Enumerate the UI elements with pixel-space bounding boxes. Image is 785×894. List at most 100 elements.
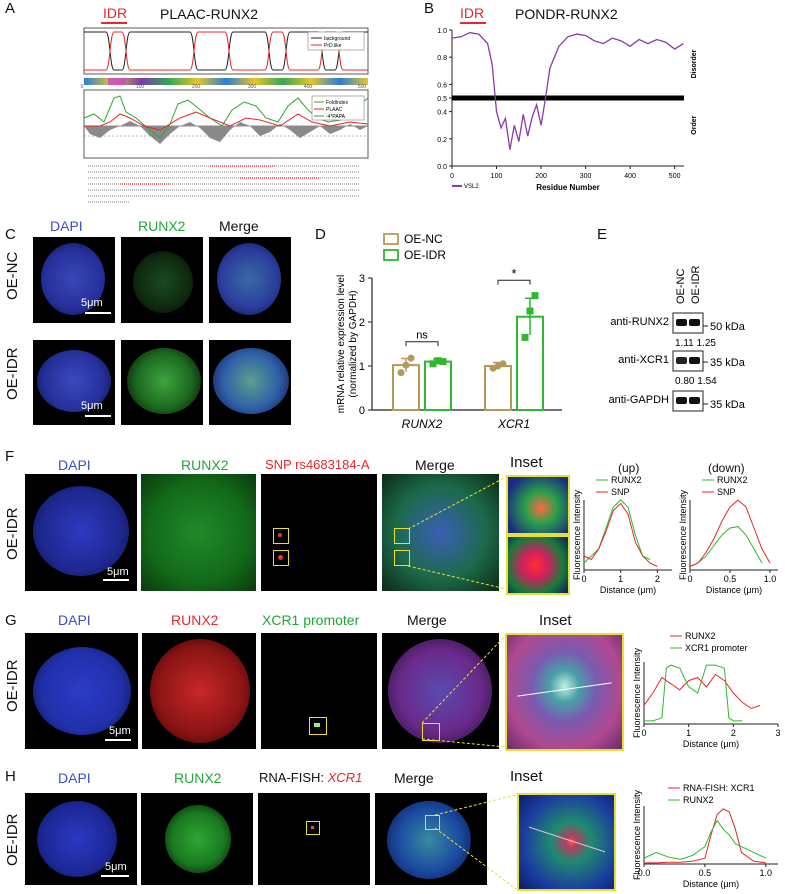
panel-h-letter: H bbox=[5, 768, 16, 785]
pondr-xtick-label: 100 bbox=[491, 173, 503, 180]
profile-legend-label: SNP bbox=[611, 487, 630, 497]
h-col-inset: Inset bbox=[510, 768, 543, 785]
e-row-xcr1-ab: anti-XCR1 bbox=[618, 354, 669, 366]
h-col-dapi: DAPI bbox=[58, 770, 91, 786]
g-col-inset: Inset bbox=[539, 612, 572, 629]
f-snp-image bbox=[261, 474, 377, 591]
f-col-runx2: RUNX2 bbox=[181, 457, 229, 473]
h-scale-label: 5μm bbox=[105, 861, 127, 873]
c-col-runx2: RUNX2 bbox=[138, 218, 186, 234]
e-val-runx2: 1.11 1.25 bbox=[675, 338, 716, 349]
panel-a-letter: A bbox=[5, 0, 16, 17]
pondr-xtick-label: 300 bbox=[580, 173, 592, 180]
f-dapi-image: 5μm bbox=[25, 474, 137, 591]
profile-series-line bbox=[643, 673, 761, 710]
plaac-xtick: 0 bbox=[81, 84, 84, 90]
profile-x-title: Distance (μm) bbox=[683, 879, 739, 889]
panel-a-title: PLAAC-RUNX2 bbox=[160, 6, 259, 22]
profile-xtick-label: 2 bbox=[731, 728, 736, 738]
profile-legend-label: SNP bbox=[717, 487, 736, 497]
pondr-ytick-label: 0.4 bbox=[437, 110, 447, 117]
pondr-disorder-label: Disorder bbox=[691, 49, 698, 78]
profile-series-line bbox=[644, 664, 743, 722]
h-dapi-image: 5μm bbox=[25, 793, 137, 885]
g-profile-chart: 0 1 2 3 Distance (μm) Fluorescence Intensity R… bbox=[632, 631, 781, 749]
c-col-dapi: DAPI bbox=[50, 218, 83, 234]
panel-f-letter: F bbox=[5, 448, 15, 465]
bar-data-point bbox=[526, 307, 534, 315]
bar-data-point bbox=[499, 360, 507, 368]
pondr-xtick-label: 500 bbox=[669, 173, 681, 180]
pondr-ytick-label: 0.6 bbox=[437, 82, 447, 89]
bar-ytick-label: 1 bbox=[359, 361, 365, 373]
e-kda-gapdh: 35 kDa bbox=[710, 399, 746, 411]
panel-e-letter: E bbox=[597, 226, 608, 243]
profile-legend-label: RUNX2 bbox=[683, 795, 714, 805]
bar-ytick-label: 3 bbox=[359, 273, 365, 285]
bar-legend-swatch bbox=[383, 249, 399, 261]
profile-x-title: Distance (μm) bbox=[706, 585, 762, 595]
bar-data-point bbox=[434, 357, 442, 365]
bar-data-point bbox=[439, 358, 447, 366]
bar-data-point bbox=[407, 354, 415, 362]
panel-b-title: PONDR-RUNX2 bbox=[515, 6, 618, 22]
c-scale-bar bbox=[85, 312, 111, 314]
g-col-xcr1: XCR1 promoter bbox=[262, 612, 360, 628]
f-col-dapi: DAPI bbox=[58, 457, 91, 473]
profile-y-title: Fluorescence Intensity bbox=[678, 489, 688, 580]
f-row-label: OE-IDR bbox=[4, 507, 21, 561]
e-blot-gapdh bbox=[672, 390, 704, 412]
bar-ytick-label: 2 bbox=[359, 317, 365, 329]
c-nc-runx2-image bbox=[121, 237, 203, 323]
panel-a-idr-bar bbox=[101, 22, 127, 24]
f-col-merge: Merge bbox=[415, 457, 455, 473]
panel-b-idr-label: IDR bbox=[460, 5, 485, 21]
f-scale-bar bbox=[103, 579, 129, 581]
pondr-xtick-label: 400 bbox=[624, 173, 636, 180]
h-merge-image bbox=[375, 793, 487, 885]
plaac-legend-prdlike: PrD.like bbox=[324, 43, 342, 49]
g-dapi-image: 5μm bbox=[25, 633, 138, 749]
c-row-oe-nc: OE-NC bbox=[4, 251, 21, 300]
c-scale-bar bbox=[85, 415, 111, 417]
g-merge-image bbox=[382, 633, 499, 749]
bar-category-label: RUNX2 bbox=[402, 417, 443, 431]
bar-mark bbox=[484, 365, 512, 411]
f-inset-callout-lines bbox=[407, 476, 507, 590]
profile-series-line bbox=[644, 808, 766, 864]
plaac-legend-papa: -4*PAPA bbox=[326, 114, 346, 120]
c-scale-label: 5μm bbox=[81, 400, 103, 412]
h-col-runx2: RUNX2 bbox=[174, 770, 222, 786]
c-row-oe-idr: OE-IDR bbox=[4, 347, 21, 401]
bar-legend-label: OE-NC bbox=[404, 232, 443, 246]
f-merge-image bbox=[382, 474, 499, 591]
f-inset-down-image bbox=[506, 535, 570, 595]
pondr-ytick-label: 0.2 bbox=[437, 137, 447, 144]
panel-b-pondr-chart: 1.0 0.8 0.6 0.5 0.4 0.2 0.00 100 200 300 400 500 Res… bbox=[437, 28, 698, 192]
g-xcr1-image bbox=[261, 633, 377, 749]
profile-xtick-label: 0.0 bbox=[638, 868, 651, 878]
bar-data-point bbox=[429, 360, 437, 368]
e-row-gapdh-ab: anti-GAPDH bbox=[608, 394, 669, 406]
panel-a-plaac-plot: background PrD.like 0 100 200 300 400 50… bbox=[81, 27, 369, 203]
e-kda-xcr1: 35 kDa bbox=[710, 357, 746, 369]
bar-y-title: mRNA relative expression level bbox=[336, 275, 347, 413]
plaac-xtick: 400 bbox=[304, 84, 313, 90]
c-idr-merge-image bbox=[209, 340, 291, 425]
h-col-fish-gene: XCR1 bbox=[327, 770, 363, 785]
h-col-merge: Merge bbox=[394, 770, 434, 786]
profile-xtick-label: 1 bbox=[618, 574, 623, 584]
g-scale-bar bbox=[105, 739, 131, 741]
plaac-legend-plaac: PLAAC bbox=[326, 107, 343, 113]
e-blot-xcr1 bbox=[672, 350, 704, 372]
plaac-plaac-line bbox=[84, 111, 369, 131]
f-col-inset: Inset bbox=[510, 454, 543, 471]
profile-y-title: Fluorescence Intensity bbox=[632, 789, 642, 880]
profile-xtick-label: 0 bbox=[687, 574, 692, 584]
panel-c-letter: C bbox=[5, 226, 16, 243]
profile-series-line bbox=[643, 819, 767, 860]
plaac-background-line bbox=[84, 31, 368, 71]
panel-b-idr-bar bbox=[460, 22, 486, 24]
profile-y-title: Fluorescence Intensity bbox=[632, 647, 642, 738]
g-col-dapi: DAPI bbox=[58, 612, 91, 628]
